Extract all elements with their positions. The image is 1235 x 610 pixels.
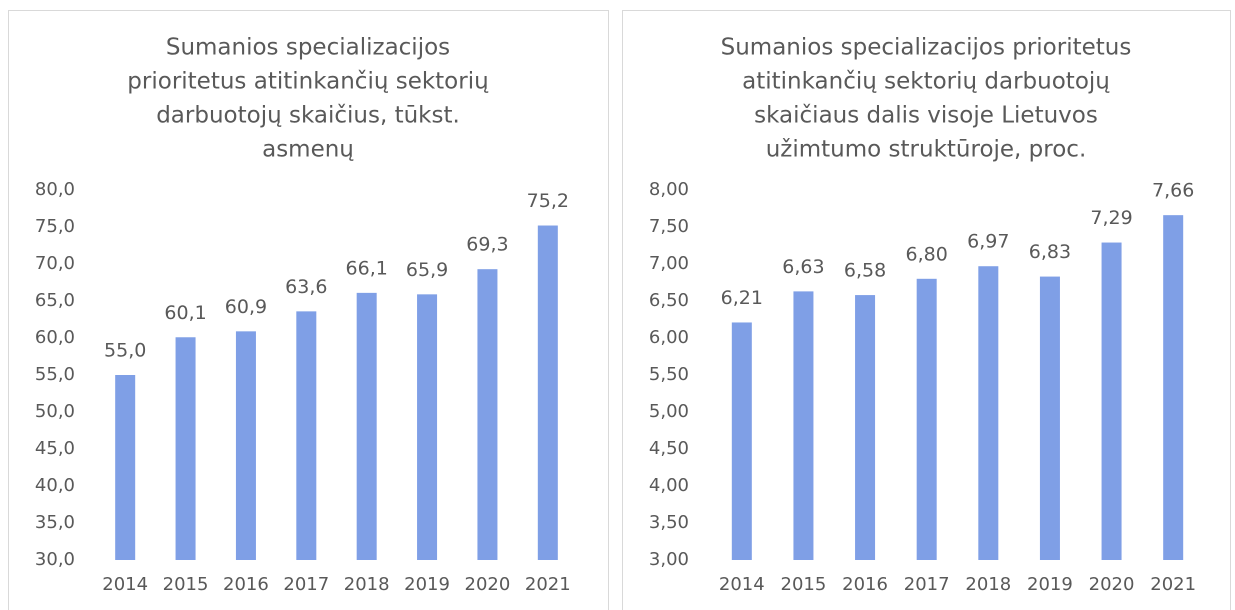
bar xyxy=(356,292,377,560)
y-tick-label: 3,50 xyxy=(649,512,689,533)
data-label: 60,1 xyxy=(164,302,206,324)
data-label: 6,97 xyxy=(967,231,1009,253)
y-tick-label: 6,50 xyxy=(649,290,689,311)
data-label: 6,58 xyxy=(844,260,886,282)
y-tick-label: 4,50 xyxy=(649,438,689,459)
y-tick-label: 55,0 xyxy=(35,364,75,385)
bar xyxy=(1101,242,1122,561)
y-tick-label: 45,0 xyxy=(35,438,75,459)
y-tick-label: 5,50 xyxy=(649,364,689,385)
bar xyxy=(235,331,256,560)
bar xyxy=(793,291,814,560)
data-label: 6,83 xyxy=(1029,241,1071,263)
y-tick-label: 80,0 xyxy=(35,179,75,200)
bar xyxy=(417,294,438,560)
y-tick-label: 30,0 xyxy=(35,549,75,570)
chart-title: Sumanios specializacijos prioritetus xyxy=(721,35,1132,61)
x-tick-label: 2021 xyxy=(525,574,571,595)
data-label: 6,63 xyxy=(782,256,824,278)
data-label: 69,3 xyxy=(466,234,508,256)
data-label: 6,80 xyxy=(906,243,948,265)
x-tick-label: 2016 xyxy=(223,574,269,595)
data-label: 75,2 xyxy=(527,190,569,212)
y-tick-label: 4,00 xyxy=(649,475,689,496)
y-tick-label: 50,0 xyxy=(35,401,75,422)
y-tick-label: 75,0 xyxy=(35,216,75,237)
chart-title: skaičiaus dalis visoje Lietuvos xyxy=(754,103,1098,129)
bar xyxy=(537,225,558,560)
chart-title: atitinkančių sektorių darbuotojų xyxy=(742,69,1110,95)
chart-title: užimtumo struktūroje, proc. xyxy=(766,137,1087,163)
data-label: 7,29 xyxy=(1090,207,1132,229)
bar xyxy=(175,337,196,560)
x-tick-label: 2019 xyxy=(404,574,450,595)
y-tick-label: 35,0 xyxy=(35,512,75,533)
bar xyxy=(1163,215,1184,560)
data-label: 65,9 xyxy=(406,259,448,281)
x-tick-label: 2018 xyxy=(965,574,1011,595)
x-tick-label: 2018 xyxy=(344,574,390,595)
bar xyxy=(1039,276,1060,560)
x-tick-label: 2015 xyxy=(781,574,827,595)
x-tick-label: 2019 xyxy=(1027,574,1073,595)
y-tick-label: 40,0 xyxy=(35,475,75,496)
data-label: 7,66 xyxy=(1152,180,1194,202)
x-tick-label: 2015 xyxy=(163,574,209,595)
bar xyxy=(115,375,136,560)
y-tick-label: 3,00 xyxy=(649,549,689,570)
chart-title: asmenų xyxy=(262,137,354,163)
x-tick-label: 2020 xyxy=(465,574,511,595)
bar xyxy=(296,311,317,560)
data-label: 6,21 xyxy=(721,287,763,309)
y-tick-label: 6,00 xyxy=(649,327,689,348)
bar xyxy=(855,295,876,560)
x-tick-label: 2016 xyxy=(842,574,888,595)
y-tick-label: 7,50 xyxy=(649,216,689,237)
y-tick-label: 5,00 xyxy=(649,401,689,422)
chart-title: prioritetus atitinkančių sektorių xyxy=(127,69,489,95)
bar xyxy=(978,266,999,560)
data-label: 60,9 xyxy=(225,296,267,318)
x-tick-label: 2020 xyxy=(1089,574,1135,595)
bar xyxy=(477,269,498,560)
y-tick-label: 7,00 xyxy=(649,253,689,274)
x-tick-label: 2021 xyxy=(1150,574,1196,595)
x-tick-label: 2014 xyxy=(719,574,765,595)
bar xyxy=(731,322,752,560)
y-tick-label: 65,0 xyxy=(35,290,75,311)
bar xyxy=(916,278,937,560)
y-tick-label: 60,0 xyxy=(35,327,75,348)
chart-title: darbuotojų skaičius, tūkst. xyxy=(156,103,460,129)
x-tick-label: 2017 xyxy=(904,574,950,595)
x-tick-label: 2017 xyxy=(283,574,329,595)
data-label: 55,0 xyxy=(104,340,146,362)
y-tick-label: 70,0 xyxy=(35,253,75,274)
y-tick-label: 8,00 xyxy=(649,179,689,200)
x-tick-label: 2014 xyxy=(102,574,148,595)
chart-title: Sumanios specializacijos xyxy=(166,35,450,61)
data-label: 66,1 xyxy=(346,257,388,279)
data-label: 63,6 xyxy=(285,276,327,298)
